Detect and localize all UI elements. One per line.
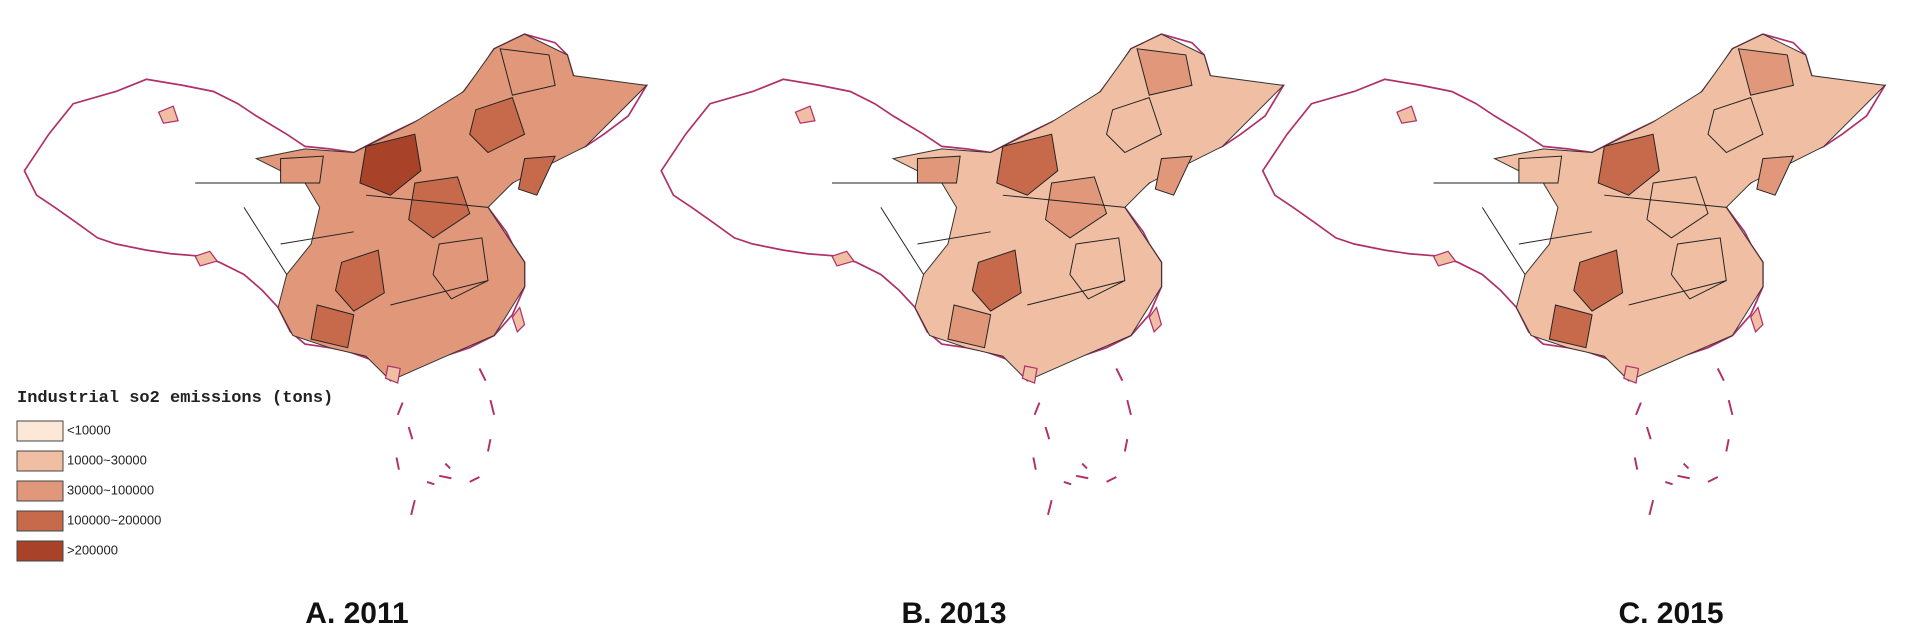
province-region (499, 48, 556, 96)
island (794, 105, 1163, 384)
panel-caption: A. 2011 (305, 597, 408, 630)
province-region (334, 249, 385, 312)
province-region (1597, 133, 1660, 196)
map-panel (1261, 33, 1887, 516)
province-region (1136, 48, 1193, 96)
legend-swatch (16, 510, 64, 532)
province-border (832, 182, 1125, 306)
province-region (1518, 155, 1563, 184)
province-region (996, 133, 1059, 196)
legend-swatch (16, 540, 64, 562)
legend-label: <10000 (67, 422, 111, 437)
map-panel (660, 33, 1285, 516)
province-region (1756, 155, 1795, 196)
legend-swatch (16, 450, 64, 472)
province-region (1737, 48, 1794, 96)
map-panel (23, 33, 649, 516)
province-region (971, 249, 1022, 312)
province-region (1154, 155, 1193, 196)
legend-swatch (16, 480, 64, 502)
sea-boundary (1633, 368, 1734, 516)
panel-caption: C. 2015 (1618, 597, 1723, 630)
province-region (1707, 96, 1764, 154)
province-region (517, 155, 556, 196)
province-region (359, 133, 422, 196)
sea-boundary (1032, 368, 1132, 516)
legend-label: 100000~200000 (67, 512, 161, 527)
province-border (1433, 182, 1727, 306)
province-region (469, 96, 526, 154)
province-border (195, 182, 489, 306)
island (1396, 105, 1764, 384)
province-region (1573, 249, 1624, 312)
panel-caption: B. 2013 (901, 597, 1006, 630)
province-region (1548, 304, 1593, 349)
province-region (916, 155, 961, 184)
province-region (1045, 176, 1108, 239)
province-region (280, 155, 324, 184)
legend-swatch (16, 420, 64, 442)
legend-title: Industrial so2 emissions (tons) (17, 389, 333, 408)
province-region (947, 304, 992, 349)
legend-label: 10000~30000 (67, 452, 147, 467)
island (157, 105, 526, 384)
legend-label: >200000 (67, 542, 118, 557)
province-region (1646, 176, 1709, 239)
province-region (1105, 96, 1163, 154)
province-region (310, 304, 355, 349)
sea-boundary (395, 368, 496, 516)
province-region (408, 176, 471, 239)
legend-label: 30000~100000 (67, 482, 154, 497)
